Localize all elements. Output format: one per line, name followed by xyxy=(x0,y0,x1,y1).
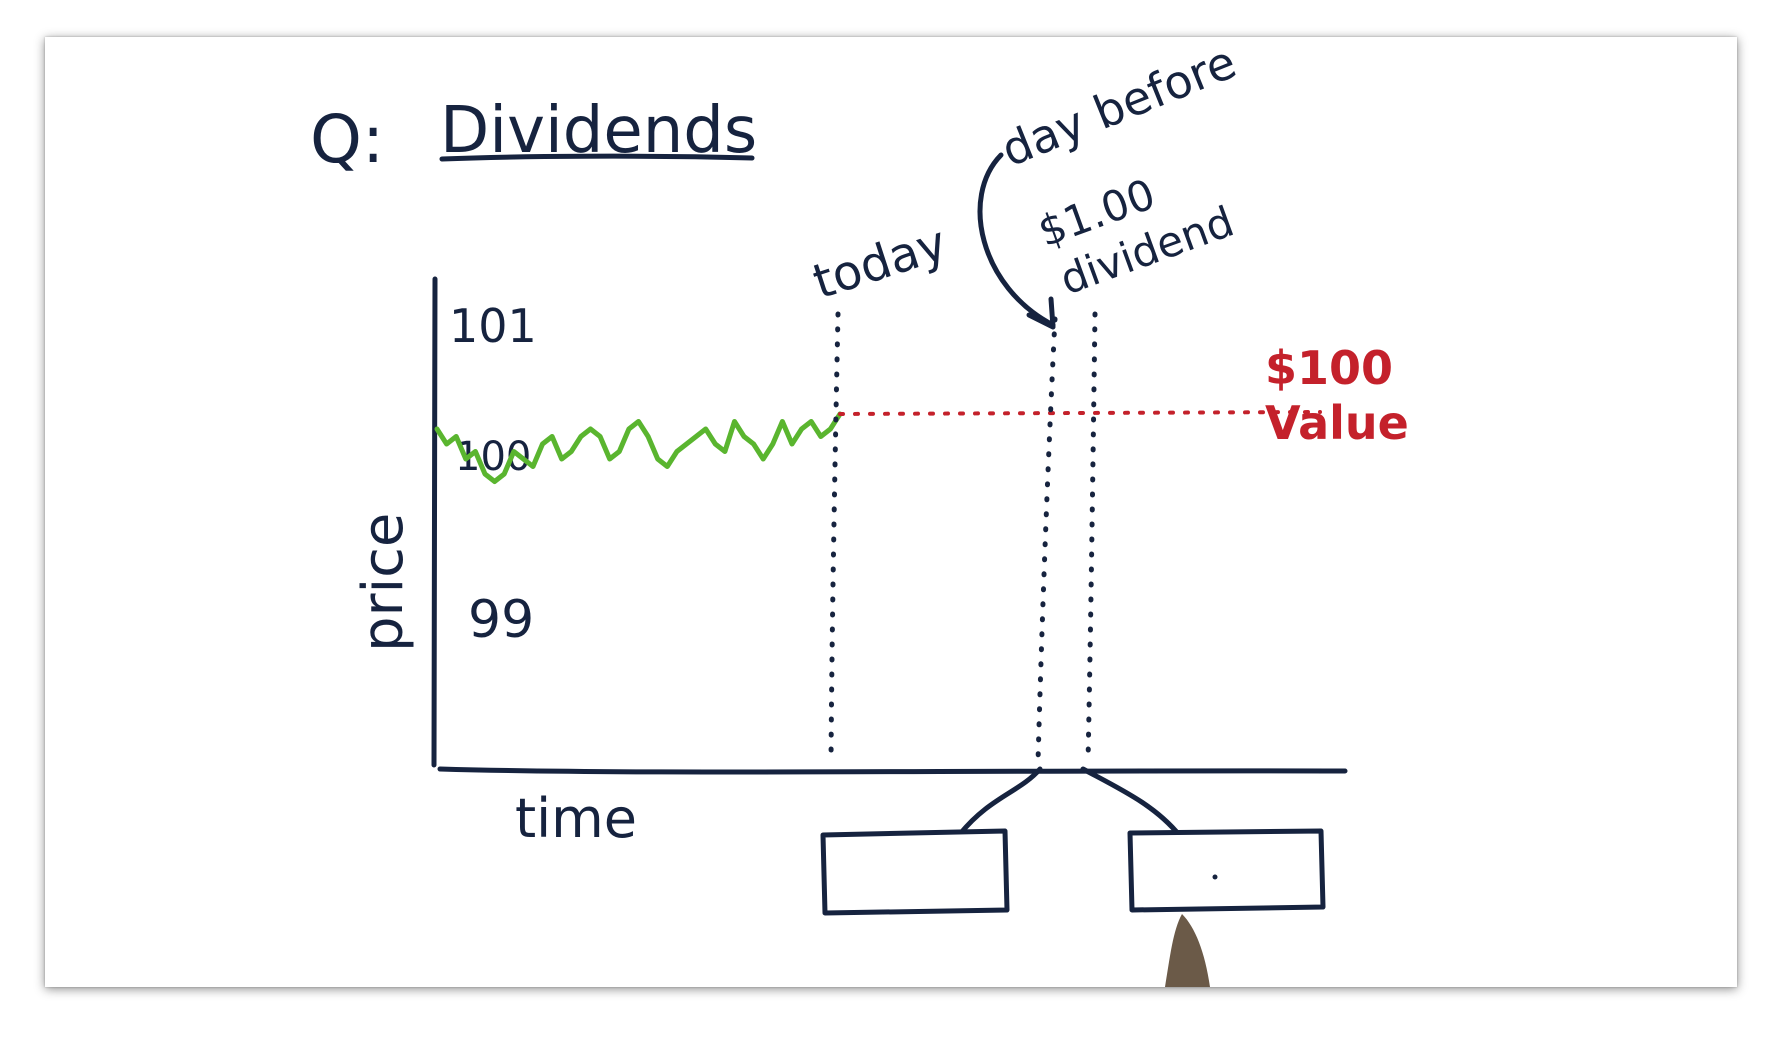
left-box-connector xyxy=(957,766,1043,837)
y-tick-99: 99 xyxy=(468,590,534,650)
arrow-head-icon xyxy=(1026,296,1056,330)
day-before-marker-line xyxy=(1035,316,1058,765)
left-answer-box[interactable] xyxy=(820,828,1010,916)
dividends-diagram: Q: Dividends 101 100 99 price time today… xyxy=(310,37,1409,987)
day-before-label: day before xyxy=(994,37,1244,177)
whiteboard-frame: Q: Dividends 101 100 99 price time today… xyxy=(45,37,1737,987)
arrow-shaft xyxy=(977,152,1056,328)
price-line xyxy=(434,411,843,484)
value-line xyxy=(838,410,1322,416)
y-tick-101: 101 xyxy=(449,299,537,353)
title-prefix: Q: xyxy=(310,101,384,178)
right-box-connector xyxy=(1080,766,1183,839)
x-axis-label: time xyxy=(515,787,637,850)
y-axis xyxy=(431,276,438,768)
pen-tip-icon xyxy=(1165,914,1210,987)
dividend-marker-line xyxy=(1085,311,1098,765)
x-axis xyxy=(437,766,1348,775)
value-word-label: Value xyxy=(1265,396,1409,450)
value-amount-label: $100 xyxy=(1265,341,1393,395)
right-answer-box[interactable] xyxy=(1127,828,1326,913)
pen-dot xyxy=(1212,874,1218,880)
title-underline xyxy=(439,153,755,162)
y-axis-label: price xyxy=(351,513,416,652)
today-marker-line xyxy=(828,311,841,765)
today-label: today xyxy=(806,215,953,310)
